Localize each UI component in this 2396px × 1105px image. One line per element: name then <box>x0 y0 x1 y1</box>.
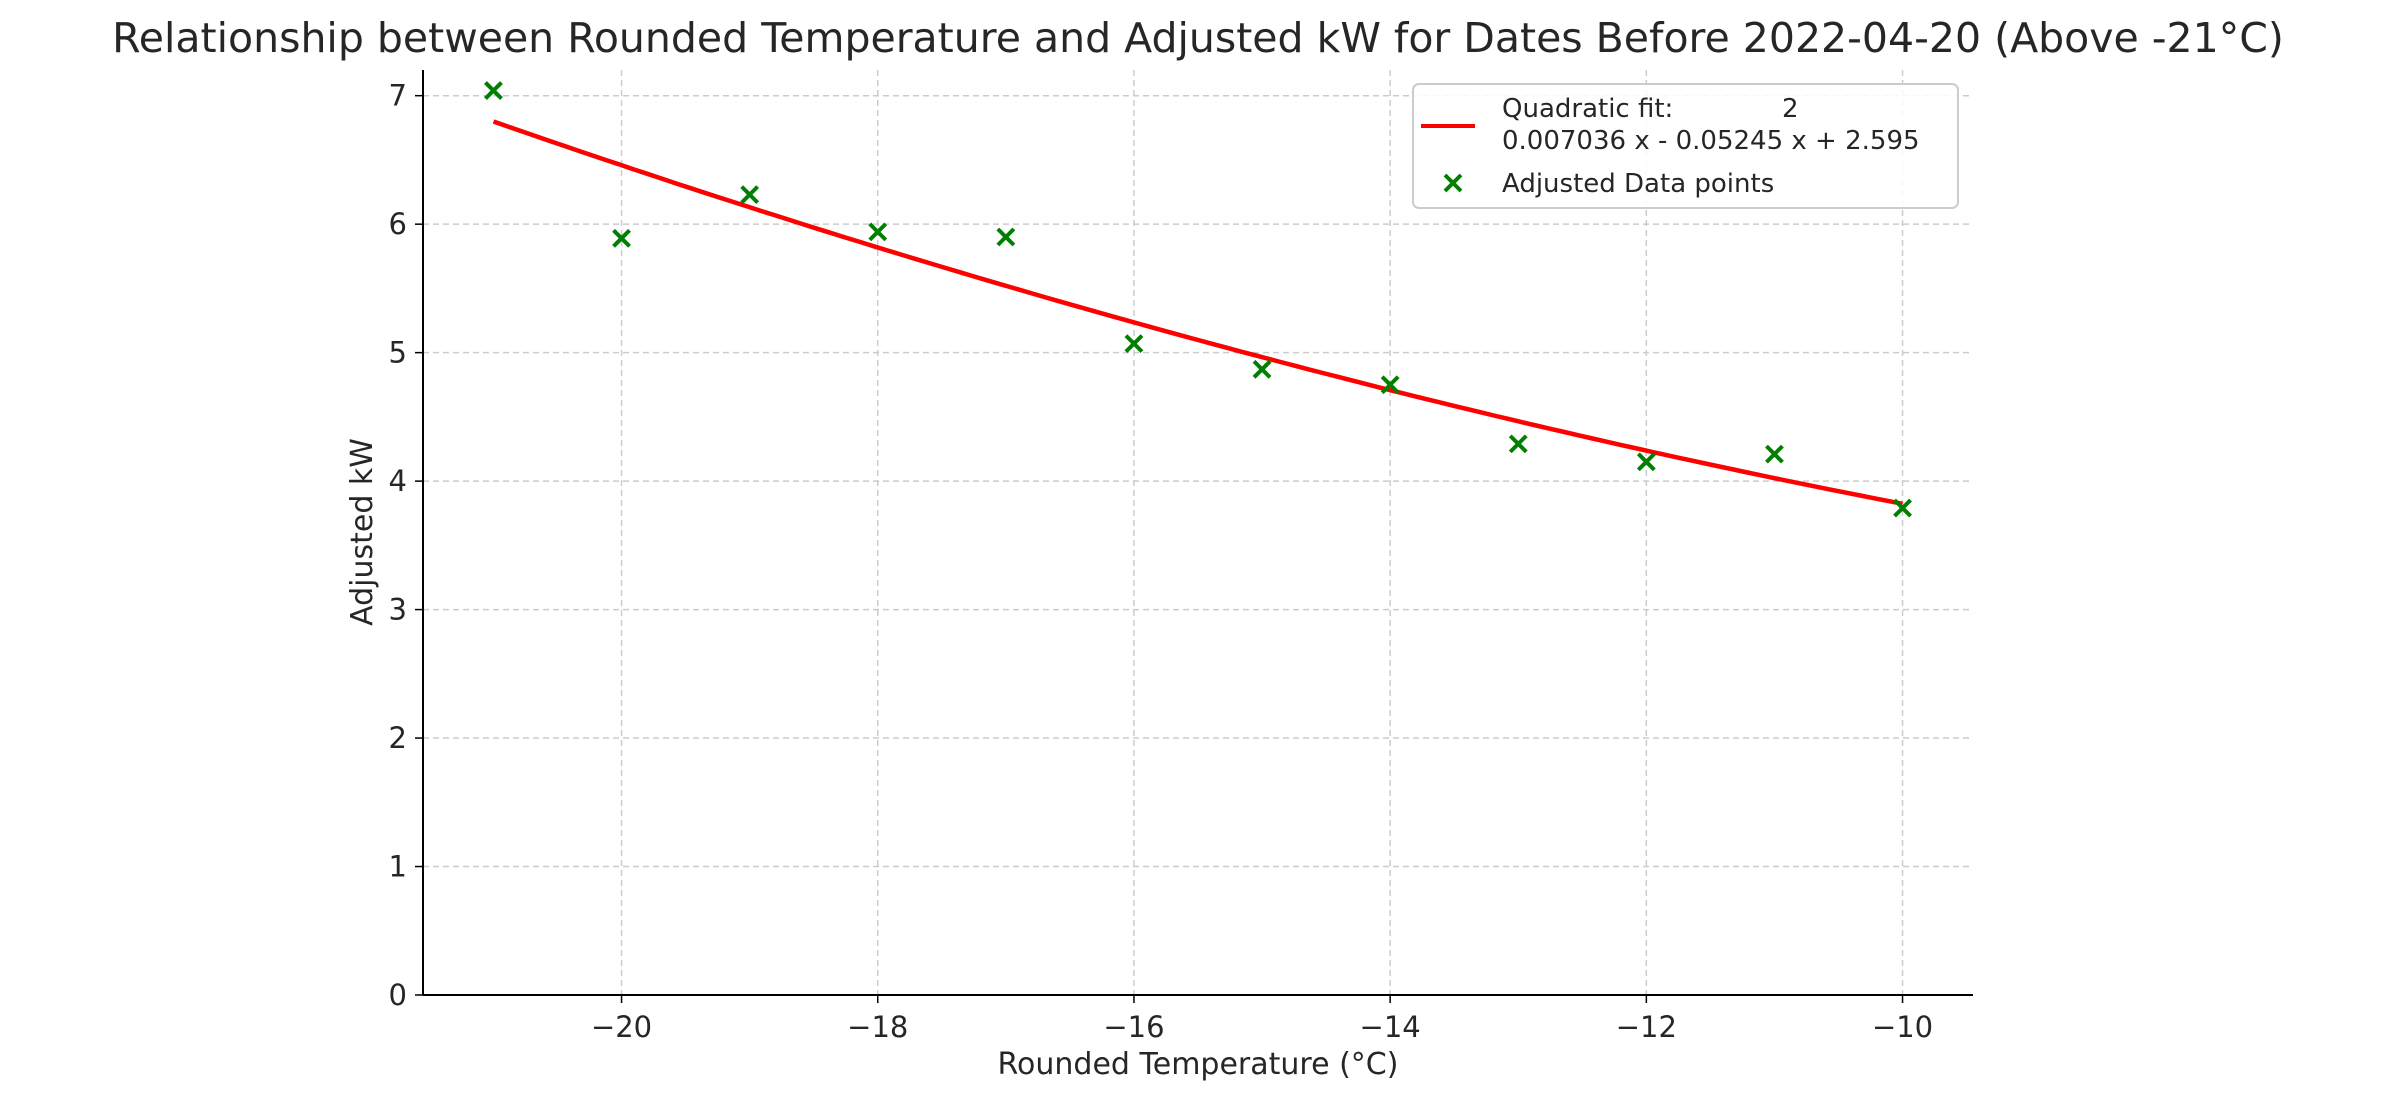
y-tick-label: 0 <box>389 978 407 1012</box>
data-point-stroke <box>1508 434 1528 454</box>
data-point <box>612 228 631 248</box>
data-point-stroke <box>1380 375 1400 395</box>
data-point <box>868 222 888 242</box>
data-point <box>1252 359 1272 379</box>
x-axis-label: Rounded Temperature (°C) <box>998 1047 1399 1082</box>
data-point <box>1765 444 1784 464</box>
data-point <box>740 185 760 205</box>
y-axis-label: Adjusted kW <box>345 438 380 626</box>
fit-line <box>492 119 1903 507</box>
y-tick-label: 1 <box>389 850 407 884</box>
data-point-stroke <box>1893 498 1912 518</box>
x-tick-label: −10 <box>1872 1010 1933 1044</box>
data-points <box>484 81 1912 518</box>
y-tick-label: 4 <box>389 464 407 498</box>
chart-title: Relationship between Rounded Temperature… <box>112 14 2284 62</box>
fit-line-group <box>492 119 1903 507</box>
legend: Quadratic fit: 2 0.007036 x - 0.05245 x … <box>1412 83 1959 209</box>
data-point-stroke <box>484 81 503 100</box>
data-point <box>1380 375 1400 395</box>
x-tick-label: −20 <box>591 1010 652 1044</box>
y-tick-label: 3 <box>389 593 407 627</box>
data-point <box>996 227 1016 247</box>
ticks: −20 −18 −16 −14 −12 −10 0 1 2 3 4 5 6 7 <box>389 79 1934 1044</box>
data-point <box>484 81 503 100</box>
x-tick-label: −16 <box>1103 1010 1164 1044</box>
y-tick-label: 6 <box>389 207 407 241</box>
data-point-stroke <box>1124 334 1144 354</box>
legend-frame <box>1412 83 1959 209</box>
y-tick-label: 2 <box>389 721 407 755</box>
x-tick-label: −18 <box>847 1010 908 1044</box>
y-tick-label: 7 <box>389 79 407 113</box>
x-tick-label: −14 <box>1360 1010 1421 1044</box>
legend-fit-label-line1: Quadratic fit: <box>1502 94 1673 124</box>
legend-fit-exponent: 2 <box>1782 94 1799 124</box>
legend-points-marker-icon <box>1443 173 1463 193</box>
data-point-stroke <box>1765 444 1784 464</box>
data-point <box>1636 452 1656 472</box>
data-point-stroke <box>612 228 631 248</box>
data-point-stroke <box>740 185 760 205</box>
data-point-stroke <box>868 222 888 242</box>
x-tick-label: −12 <box>1616 1010 1677 1044</box>
y-tick-label: 5 <box>389 336 407 370</box>
data-point-stroke <box>1252 359 1272 379</box>
legend-fit-label-line2: 0.007036 x - 0.05245 x + 2.595 <box>1502 126 1920 156</box>
legend-points-label: Adjusted Data points <box>1502 169 1774 199</box>
data-point <box>1893 498 1912 518</box>
data-point-stroke <box>996 227 1016 247</box>
data-point <box>1508 434 1528 454</box>
data-point <box>1124 334 1144 354</box>
data-point-stroke <box>1636 452 1656 472</box>
